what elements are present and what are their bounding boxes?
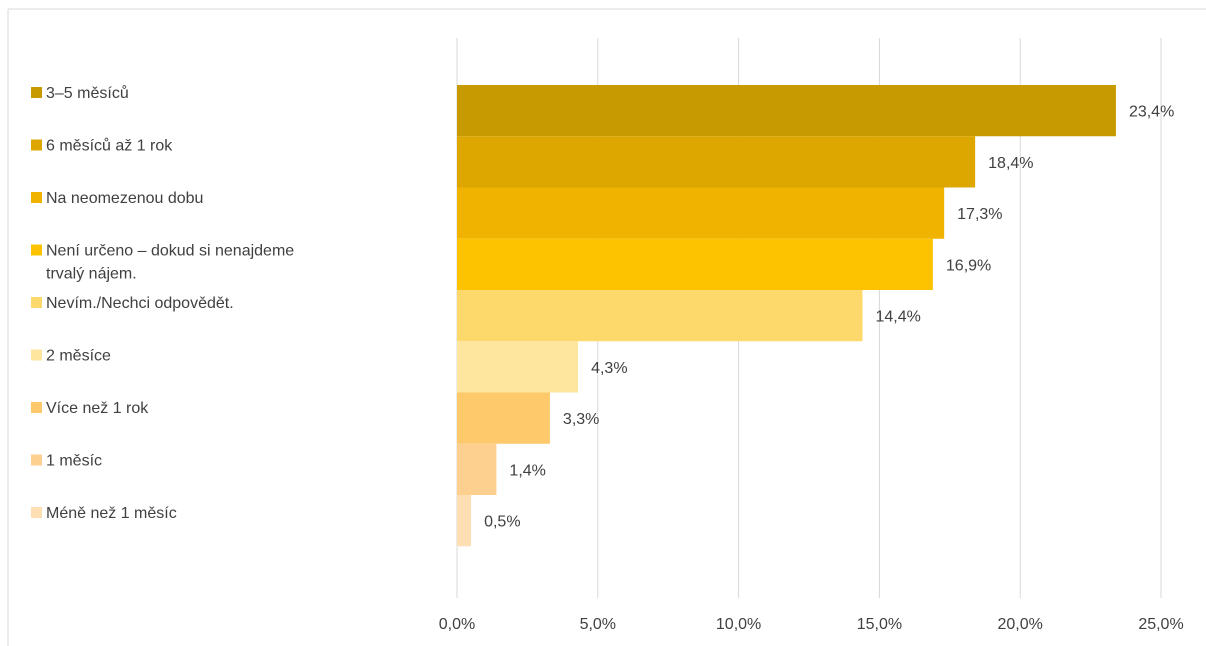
legend-label: Méně než 1 měsíc	[46, 505, 177, 522]
legend-label: 6 měsíců až 1 rok	[46, 137, 173, 155]
legend-label: Nevím./Nechci odpovědět.	[46, 295, 234, 312]
x-tick-label: 5,0%	[580, 616, 616, 633]
bars	[457, 85, 1116, 547]
bar-value-label: 4,3%	[591, 360, 627, 377]
bar	[457, 443, 497, 495]
bar-value-label: 17,3%	[957, 206, 1002, 223]
legend-label: 1 měsíc	[46, 453, 102, 470]
x-tick-label: 25,0%	[1138, 616, 1183, 633]
bar-value-label: 14,4%	[876, 309, 921, 326]
bar-value-label: 0,5%	[484, 514, 520, 531]
bar	[457, 341, 579, 393]
value-labels: 23,4% 18,4% 17,3% 16,9% 14,4% 4,3% 3,3% 1,4% 0,5…	[484, 104, 1174, 531]
legend-swatch	[31, 244, 42, 256]
x-tick-label: 20,0%	[998, 616, 1043, 633]
bar-value-label: 1,4%	[509, 462, 545, 479]
bar	[457, 495, 472, 547]
legend-swatch	[31, 192, 42, 203]
legend-label: 3–5 měsíců	[46, 84, 129, 102]
legend-label: Více než 1 rok	[46, 400, 149, 417]
legend-swatch	[31, 139, 42, 151]
x-tick-label: 10,0%	[716, 616, 761, 633]
x-tick-label: 15,0%	[857, 616, 902, 633]
legend-swatch	[31, 507, 42, 518]
legend-swatch	[31, 297, 42, 308]
bar-value-label: 3,3%	[563, 411, 599, 428]
legend-label: Není určeno – dokud si nenajdeme	[46, 243, 294, 260]
bar	[457, 85, 1116, 137]
bar	[457, 136, 976, 188]
legend: 3–5 měsíců 6 měsíců až 1 rok Na neomezenou…	[31, 84, 294, 522]
legend-swatch	[31, 454, 42, 466]
legend-label: Na neomezenou dobu	[46, 190, 203, 207]
legend-swatch	[31, 349, 42, 361]
legend-label: 2 měsíce	[46, 348, 111, 365]
bar-value-label: 23,4%	[1129, 104, 1174, 121]
bar-value-label: 16,9%	[946, 257, 991, 274]
bar	[457, 187, 945, 239]
bar	[457, 290, 863, 342]
legend-swatch	[31, 402, 42, 413]
legend-swatch	[31, 87, 42, 98]
legend-label: trvalý nájem.	[46, 266, 137, 283]
x-tick-label: 0,0%	[439, 616, 475, 633]
bar	[457, 238, 933, 290]
bar	[457, 392, 550, 444]
bar-value-label: 18,4%	[988, 155, 1033, 172]
x-axis-tick-labels: 0,0% 5,0% 10,0% 15,0% 20,0% 25,0%	[439, 616, 1184, 633]
